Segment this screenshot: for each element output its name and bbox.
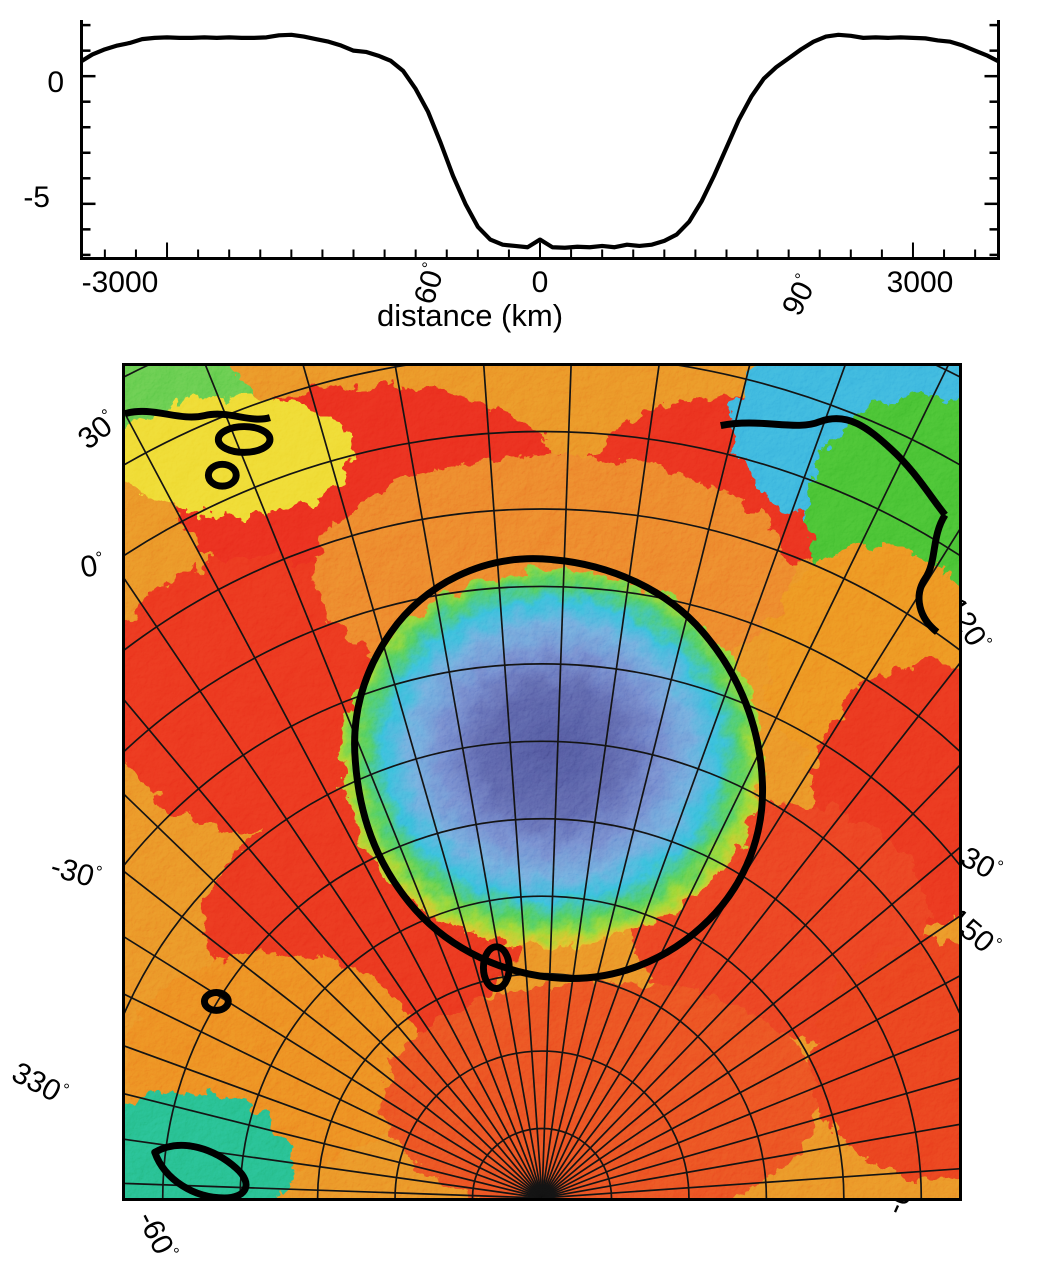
profile-plot-area	[80, 20, 1000, 260]
y-tick-label-0: 0	[47, 66, 64, 99]
profile-axes	[80, 20, 1000, 260]
map-render-svg	[125, 366, 959, 1198]
mars-polar-topographic-map[interactable]	[122, 363, 962, 1201]
profile-x-axis-label: distance (km)	[376, 298, 564, 333]
y-tick-label-minus5: -5	[23, 181, 50, 214]
elevation-profile-line	[80, 32, 1000, 250]
x-tick-label-0: 0	[531, 266, 549, 299]
polar-map-panel: 60° 90° 30° 0° -30° 330° 120° -30° 150° …	[0, 260, 1038, 1280]
elevation-profile-panel: elevation (km) 0 -5 -3000 0 3000 distanc…	[0, 0, 1038, 333]
profile-x-ticks	[103, 242, 977, 259]
x-tick-label-3000: 3000	[886, 266, 954, 299]
map-meridian-lines	[125, 366, 959, 1198]
zero-elevation-contour	[125, 407, 949, 1198]
map-label-left-30: 30°	[72, 405, 119, 457]
map-label-bottom-left-minus60: -60°	[130, 1206, 183, 1260]
map-label-left-minus30: -30°	[46, 850, 105, 894]
profile-chart-svg	[80, 20, 1000, 260]
profile-y-ticks	[81, 23, 999, 257]
map-label-left-330: 330°	[6, 1056, 73, 1109]
map-label-left-0: 0°	[78, 547, 105, 585]
x-tick-label-minus3000: -3000	[81, 266, 159, 299]
map-hillshade-fine	[125, 366, 959, 1198]
